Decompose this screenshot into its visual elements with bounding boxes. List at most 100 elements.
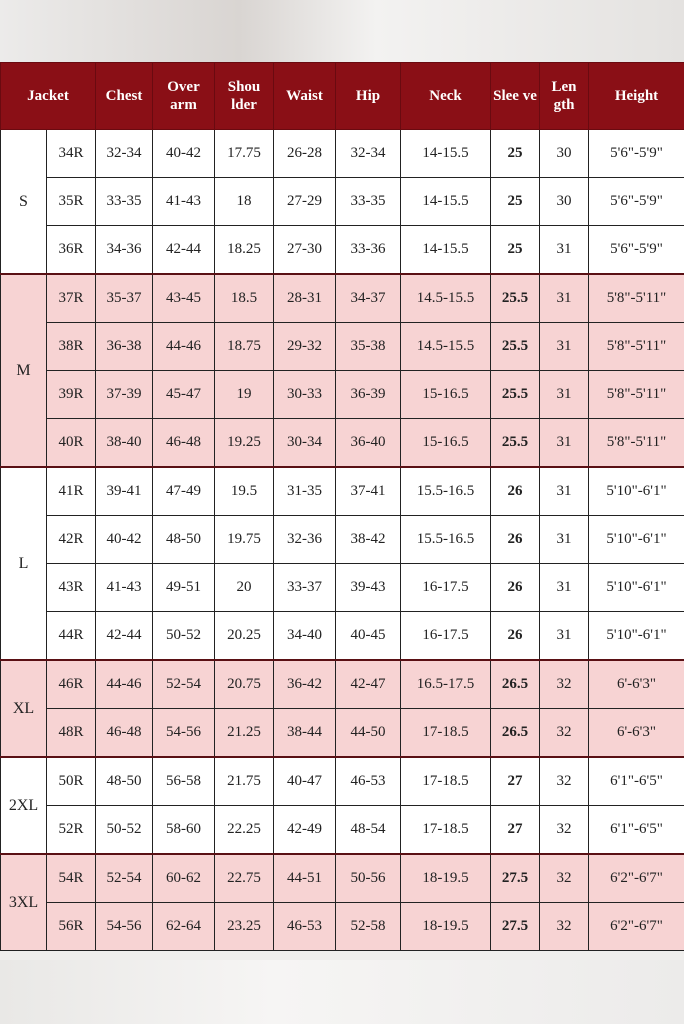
table-cell: 38-40 xyxy=(95,418,153,468)
table-cell: 40R xyxy=(46,418,96,468)
table-cell: 40-42 xyxy=(152,129,215,178)
table-cell: 42-44 xyxy=(152,225,215,275)
table-cell: 25 xyxy=(490,225,540,275)
table-cell: 50-56 xyxy=(335,853,401,903)
table-cell: 48-50 xyxy=(95,756,153,806)
table-cell: 32-36 xyxy=(273,515,336,564)
table-cell: 31 xyxy=(539,515,589,564)
table-row: 35R 33-35 41-43 18 27-29 33-35 14-15.5 25 30 5'6"… xyxy=(1,177,684,226)
table-cell: 36-38 xyxy=(95,322,153,371)
table-cell: 44R xyxy=(46,611,96,661)
header-over-arm: Over arm xyxy=(152,62,215,130)
table-cell: 43R xyxy=(46,563,96,612)
table-cell: 5'6"-5'9" xyxy=(588,129,684,178)
table-cell: 18 xyxy=(214,177,274,226)
header-waist: Waist xyxy=(273,62,336,130)
background-photo-top xyxy=(0,0,684,62)
table-cell: 35R xyxy=(46,177,96,226)
size-group-label: XL xyxy=(0,659,47,758)
table-cell: 15-16.5 xyxy=(400,418,491,468)
table-cell: 35-38 xyxy=(335,322,401,371)
table-cell: 40-45 xyxy=(335,611,401,661)
table-cell: 44-50 xyxy=(335,708,401,758)
table-cell: 6'1"-6'5" xyxy=(588,756,684,806)
table-row: 44R 42-44 50-52 20.25 34-40 40-45 16-17.5 26 31 5… xyxy=(1,611,684,661)
table-cell: 32 xyxy=(539,756,589,806)
table-cell: 18.5 xyxy=(214,273,274,323)
table-cell: 17-18.5 xyxy=(400,805,491,855)
table-cell: 14-15.5 xyxy=(400,129,491,178)
table-row: 52R 50-52 58-60 22.25 42-49 48-54 17-18.5 27 32 6… xyxy=(1,805,684,855)
table-cell: 43-45 xyxy=(152,273,215,323)
header-hip: Hip xyxy=(335,62,401,130)
table-cell: 5'8"-5'11" xyxy=(588,370,684,419)
table-row: M 37R 35-37 43-45 18.5 28-31 34-37 14.5-15.5 25.… xyxy=(0,273,684,468)
header-height: Height xyxy=(588,62,684,130)
table-cell: 36-39 xyxy=(335,370,401,419)
table-cell: 17.75 xyxy=(214,129,274,178)
table-row: 42R 40-42 48-50 19.75 32-36 38-42 15.5-16.5 26 3… xyxy=(1,515,684,564)
table-cell: 27-29 xyxy=(273,177,336,226)
table-cell: 25 xyxy=(490,177,540,226)
table-cell: 36-40 xyxy=(335,418,401,468)
table-cell: 52-54 xyxy=(152,659,215,709)
table-cell: 44-46 xyxy=(95,659,153,709)
table-cell: 20.75 xyxy=(214,659,274,709)
table-cell: 33-35 xyxy=(95,177,153,226)
table-cell: 27 xyxy=(490,756,540,806)
table-cell: 46-48 xyxy=(95,708,153,758)
table-row: 56R 54-56 62-64 23.25 46-53 52-58 18-19.5 27.5 3… xyxy=(1,902,684,951)
table-cell: 58-60 xyxy=(152,805,215,855)
table-cell: 46-53 xyxy=(335,756,401,806)
table-cell: 56-58 xyxy=(152,756,215,806)
table-cell: 16-17.5 xyxy=(400,611,491,661)
table-cell: 31 xyxy=(539,563,589,612)
table-cell: 52-58 xyxy=(335,902,401,951)
table-cell: 30 xyxy=(539,177,589,226)
header-len-gth: Len gth xyxy=(539,62,589,130)
table-cell: 36-42 xyxy=(273,659,336,709)
table-cell: 26 xyxy=(490,611,540,661)
table-cell: 35-37 xyxy=(95,273,153,323)
table-row: XL 46R 44-46 52-54 20.75 36-42 42-47 16.5-17.5 2… xyxy=(0,659,684,758)
size-group-label: 3XL xyxy=(0,853,47,951)
table-cell: 42R xyxy=(46,515,96,564)
table-cell: 34R xyxy=(46,129,96,178)
table-cell: 26.5 xyxy=(490,659,540,709)
table-cell: 5'10"-6'1" xyxy=(588,611,684,661)
size-group-label: 2XL xyxy=(0,756,47,855)
table-cell: 31-35 xyxy=(273,466,336,516)
table-cell: 26 xyxy=(490,466,540,516)
table-cell: 32 xyxy=(539,902,589,951)
table-cell: 31 xyxy=(539,418,589,468)
table-cell: 18.75 xyxy=(214,322,274,371)
table-cell: 25.5 xyxy=(490,370,540,419)
table-cell: 5'6"-5'9" xyxy=(588,177,684,226)
table-cell: 38-44 xyxy=(273,708,336,758)
table-cell: 54R xyxy=(46,853,96,903)
table-cell: 25.5 xyxy=(490,273,540,323)
table-cell: 29-32 xyxy=(273,322,336,371)
table-cell: 25 xyxy=(490,129,540,178)
table-cell: 27.5 xyxy=(490,853,540,903)
table-cell: 5'10"-6'1" xyxy=(588,515,684,564)
table-cell: 46R xyxy=(46,659,96,709)
table-cell: 48-54 xyxy=(335,805,401,855)
table-cell: 23.25 xyxy=(214,902,274,951)
table-cell: 5'8"-5'11" xyxy=(588,418,684,468)
table-cell: 17-18.5 xyxy=(400,708,491,758)
table-cell: 39-41 xyxy=(95,466,153,516)
table-cell: 14-15.5 xyxy=(400,177,491,226)
size-group-label: L xyxy=(0,466,47,661)
table-cell: 27 xyxy=(490,805,540,855)
table-cell: 56R xyxy=(46,902,96,951)
table-cell: 31 xyxy=(539,273,589,323)
table-cell: 33-37 xyxy=(273,563,336,612)
table-cell: 46-53 xyxy=(273,902,336,951)
table-cell: 36R xyxy=(46,225,96,275)
table-cell: 20.25 xyxy=(214,611,274,661)
table-cell: 37-39 xyxy=(95,370,153,419)
table-cell: 20 xyxy=(214,563,274,612)
table-cell: 31 xyxy=(539,370,589,419)
table-cell: 62-64 xyxy=(152,902,215,951)
